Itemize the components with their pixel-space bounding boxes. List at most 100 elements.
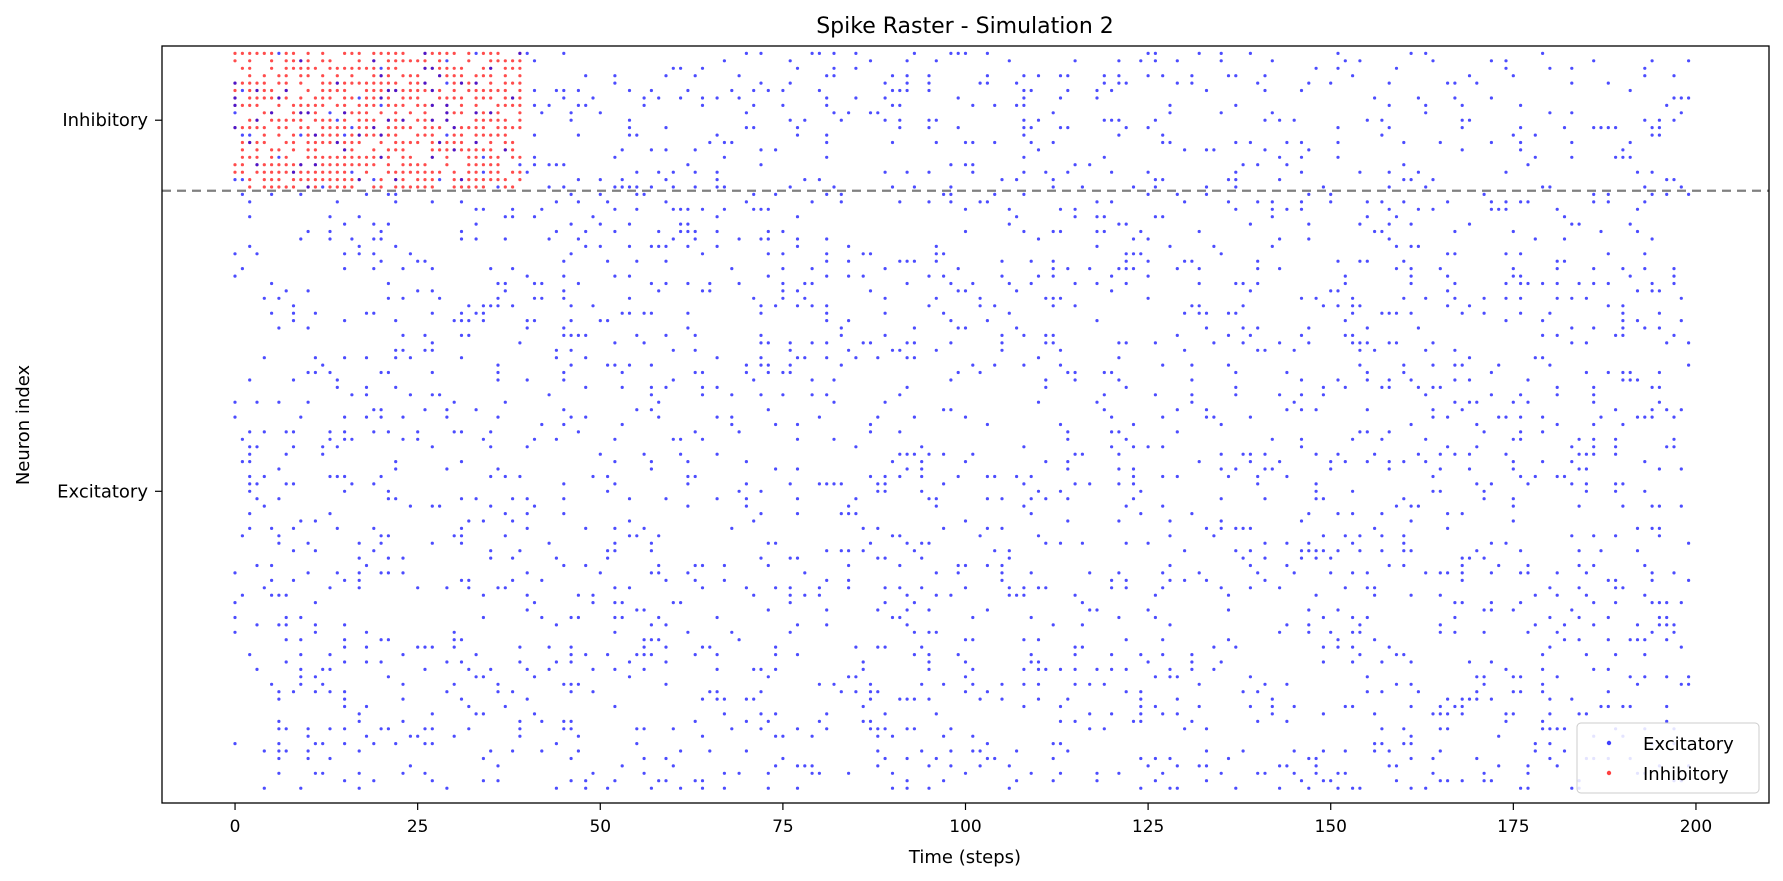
spike-point: [993, 192, 997, 196]
spike-point: [1036, 148, 1041, 152]
spike-point: [1036, 697, 1041, 701]
spike-point: [1570, 155, 1574, 159]
spike-point: [912, 415, 917, 419]
spike-point: [248, 81, 252, 85]
spike-point: [934, 348, 938, 352]
spike-point: [1365, 615, 1369, 620]
spike-point: [1161, 74, 1165, 78]
spike-point: [1321, 497, 1325, 501]
spike-point: [1088, 712, 1092, 716]
spike-point: [1278, 460, 1282, 464]
spike-point: [1606, 578, 1610, 583]
spike-point: [766, 88, 770, 93]
spike-point: [686, 222, 690, 226]
spike-point: [788, 630, 792, 634]
spike-point: [233, 415, 237, 419]
spike-point: [649, 549, 654, 553]
spike-point: [328, 237, 332, 241]
spike-point: [401, 333, 405, 337]
spike-point: [467, 51, 471, 56]
spike-point: [613, 601, 617, 605]
spike-point: [1402, 163, 1406, 167]
spike-point: [971, 682, 975, 686]
spike-point: [759, 148, 763, 152]
spike-point: [934, 259, 938, 263]
spike-point: [759, 511, 763, 516]
spike-point: [562, 370, 566, 375]
spike-point: [1358, 259, 1362, 263]
spike-point: [1343, 333, 1347, 337]
spike-point: [766, 771, 770, 775]
spike-point: [1424, 393, 1428, 397]
spike-point: [700, 734, 705, 738]
spike-point: [1519, 296, 1523, 300]
spike-point: [1592, 126, 1596, 130]
spike-point: [1307, 511, 1311, 516]
spike-point: [847, 549, 851, 553]
spike-point: [1000, 259, 1004, 263]
spike-point: [664, 259, 668, 263]
spike-point: [328, 727, 332, 731]
spike-point: [839, 118, 843, 122]
spike-point: [379, 408, 383, 412]
spike-point: [430, 742, 434, 746]
spike-point: [525, 378, 529, 382]
spike-point: [883, 482, 887, 486]
spike-point: [715, 415, 719, 419]
spike-point: [978, 749, 982, 753]
spike-point: [883, 474, 887, 479]
spike-point: [898, 534, 902, 538]
spike-point: [343, 185, 347, 189]
spike-point: [1139, 511, 1143, 516]
spike-point: [657, 534, 661, 538]
spike-point: [1650, 526, 1654, 531]
spike-point: [963, 771, 968, 775]
spike-point: [518, 474, 522, 479]
spike-point: [1446, 727, 1450, 731]
spike-point: [708, 690, 712, 694]
spike-point: [299, 170, 303, 174]
spike-point: [554, 88, 559, 93]
spike-point: [1431, 415, 1435, 419]
spike-point: [503, 88, 507, 93]
spike-point: [876, 690, 880, 694]
spike-point: [569, 252, 573, 256]
spike-point: [452, 170, 456, 174]
spike-point: [1526, 571, 1530, 575]
spike-point: [423, 133, 427, 137]
spike-point: [1015, 593, 1019, 597]
spike-point: [255, 126, 259, 130]
spike-point: [1336, 645, 1340, 649]
spike-point: [1614, 445, 1618, 449]
spike-point: [1394, 764, 1399, 768]
spike-point: [386, 170, 390, 174]
spike-point: [759, 51, 763, 56]
spike-point: [1241, 690, 1245, 694]
spike-point: [1234, 281, 1238, 286]
spike-point: [1029, 511, 1033, 516]
spike-point: [328, 215, 332, 219]
spike-point: [1219, 422, 1223, 427]
spike-point: [722, 786, 727, 790]
spike-point: [1146, 274, 1150, 278]
spike-point: [1446, 526, 1450, 531]
spike-point: [1460, 578, 1464, 583]
spike-point: [416, 178, 420, 182]
spike-point: [1679, 467, 1683, 471]
spike-point: [255, 170, 259, 174]
spike-point: [1139, 229, 1143, 234]
spike-point: [956, 326, 960, 330]
spike-point: [350, 66, 354, 70]
spike-point: [255, 118, 259, 122]
spike-point: [1190, 511, 1194, 516]
spike-point: [1511, 712, 1515, 716]
spike-point: [942, 482, 946, 486]
spike-point: [774, 422, 778, 427]
spike-point: [1351, 296, 1355, 300]
spike-point: [708, 140, 712, 145]
spike-point: [1358, 623, 1362, 627]
spike-point: [1643, 118, 1647, 122]
spike-point: [1475, 675, 1479, 679]
spike-point: [343, 111, 347, 115]
spike-point: [671, 207, 675, 211]
